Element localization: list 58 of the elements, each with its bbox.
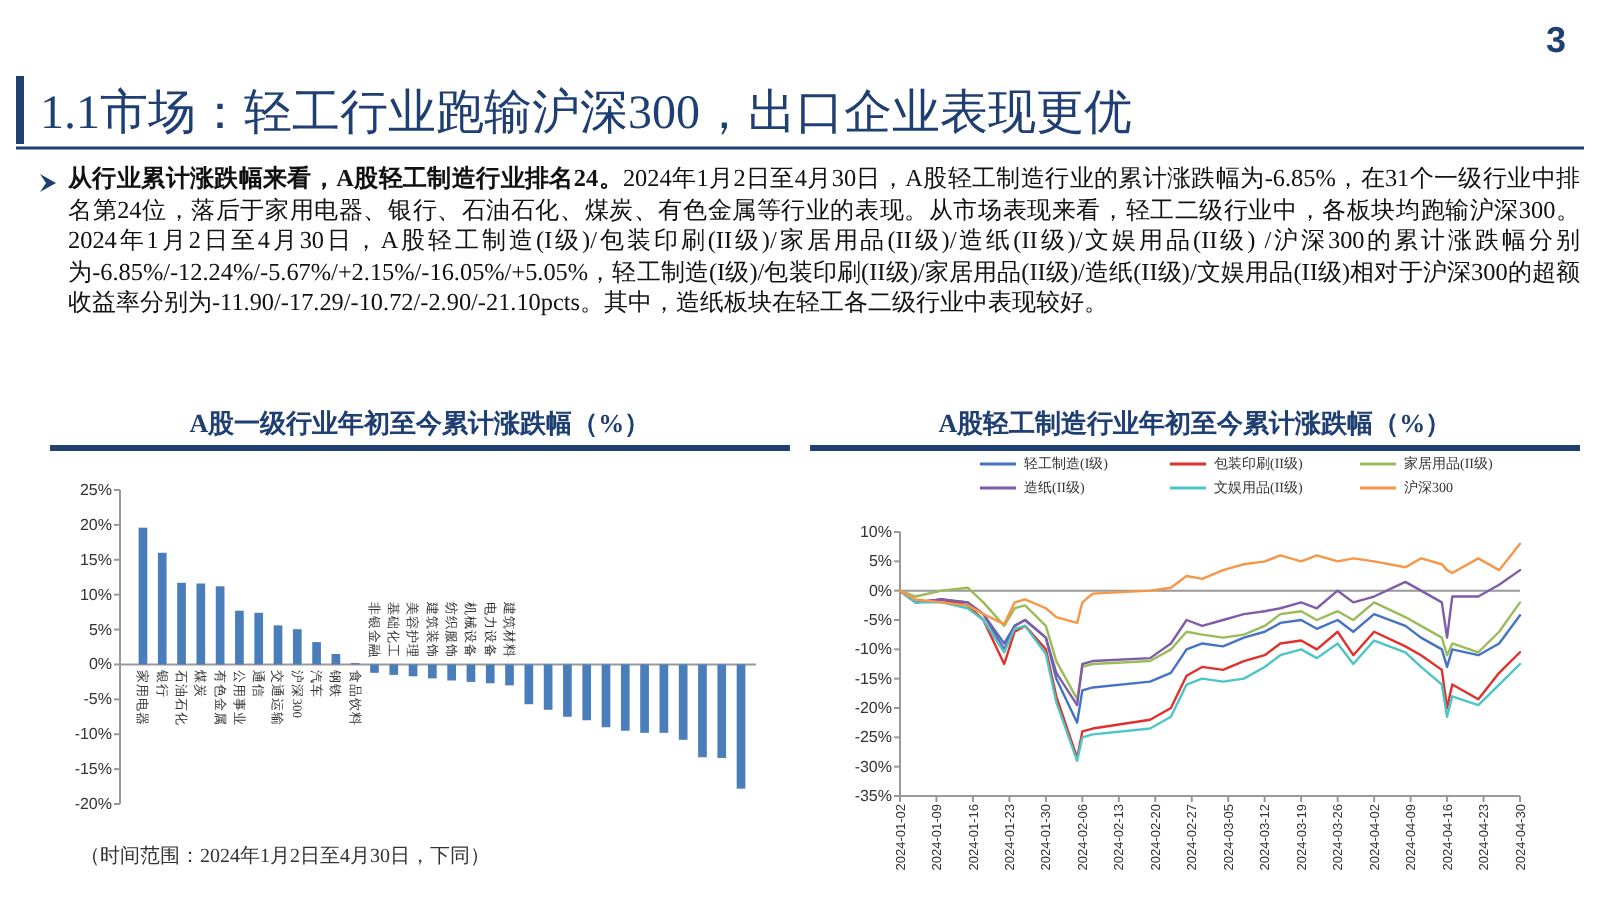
bar <box>543 664 553 710</box>
bar <box>273 625 283 665</box>
bar <box>447 664 456 681</box>
text: （时间范围：2024年1月2日至4月30日，下同） <box>80 844 490 868</box>
y-tick-label: 5% <box>88 620 112 639</box>
y-tick-label: 15% <box>79 550 112 569</box>
bar <box>254 612 264 665</box>
y-tick-label: 10% <box>859 523 892 541</box>
bar <box>524 664 534 705</box>
bar <box>177 582 186 665</box>
chart-title: A股轻工制造行业年初至今累计涨跌幅（%） <box>938 408 1452 438</box>
y-tick-label: -20% <box>854 699 892 717</box>
bar <box>466 664 476 682</box>
y-tick-label: 10% <box>79 585 112 604</box>
y-tick-label: -5% <box>863 611 892 629</box>
bar <box>370 664 379 673</box>
bar <box>215 586 225 665</box>
bar <box>678 664 688 740</box>
bar <box>138 527 148 665</box>
bar <box>640 664 649 733</box>
y-tick-label: -15% <box>854 669 892 688</box>
line-series <box>898 586 1522 701</box>
y-tick-label: 0% <box>88 655 112 674</box>
y-tick-label: -15% <box>74 760 112 779</box>
y-tick-label: -10% <box>854 640 892 659</box>
bar <box>698 664 707 758</box>
bar <box>389 664 399 675</box>
y-tick-label: -30% <box>854 757 892 776</box>
chart-title: A股一级行业年初至今累计涨跌幅（%） <box>189 408 651 438</box>
text: 从行业累计涨跌幅来看，A股轻工制造行业排名24。 <box>68 164 623 192</box>
bar <box>563 664 572 717</box>
y-tick-label: 0% <box>868 581 892 600</box>
y-tick-label: -20% <box>74 795 112 813</box>
bar <box>312 642 321 665</box>
y-tick-label: 20% <box>79 515 112 534</box>
y-tick-label: -5% <box>83 690 112 709</box>
y-tick-label: -25% <box>854 728 892 747</box>
y-tick-label: 25% <box>79 481 112 499</box>
bar <box>717 664 727 758</box>
y-tick-label: -35% <box>854 787 892 805</box>
text: 1.1市场：轻工行业跑输沪深300，出口企业表现更优 <box>40 86 1132 140</box>
text: 3 <box>1545 20 1567 60</box>
bar <box>235 610 244 665</box>
bar <box>428 664 437 679</box>
bar <box>196 583 206 665</box>
bar <box>157 552 167 665</box>
y-tick-label: 5% <box>868 552 892 571</box>
line-series <box>898 542 1522 626</box>
bar <box>582 664 592 721</box>
bar <box>485 664 495 684</box>
bar <box>601 664 611 728</box>
bar <box>292 629 302 665</box>
bar <box>620 664 630 731</box>
bar <box>659 664 669 733</box>
y-tick-label: -10% <box>74 725 112 744</box>
bar <box>505 664 514 686</box>
bar <box>408 664 418 677</box>
bar <box>736 664 746 789</box>
